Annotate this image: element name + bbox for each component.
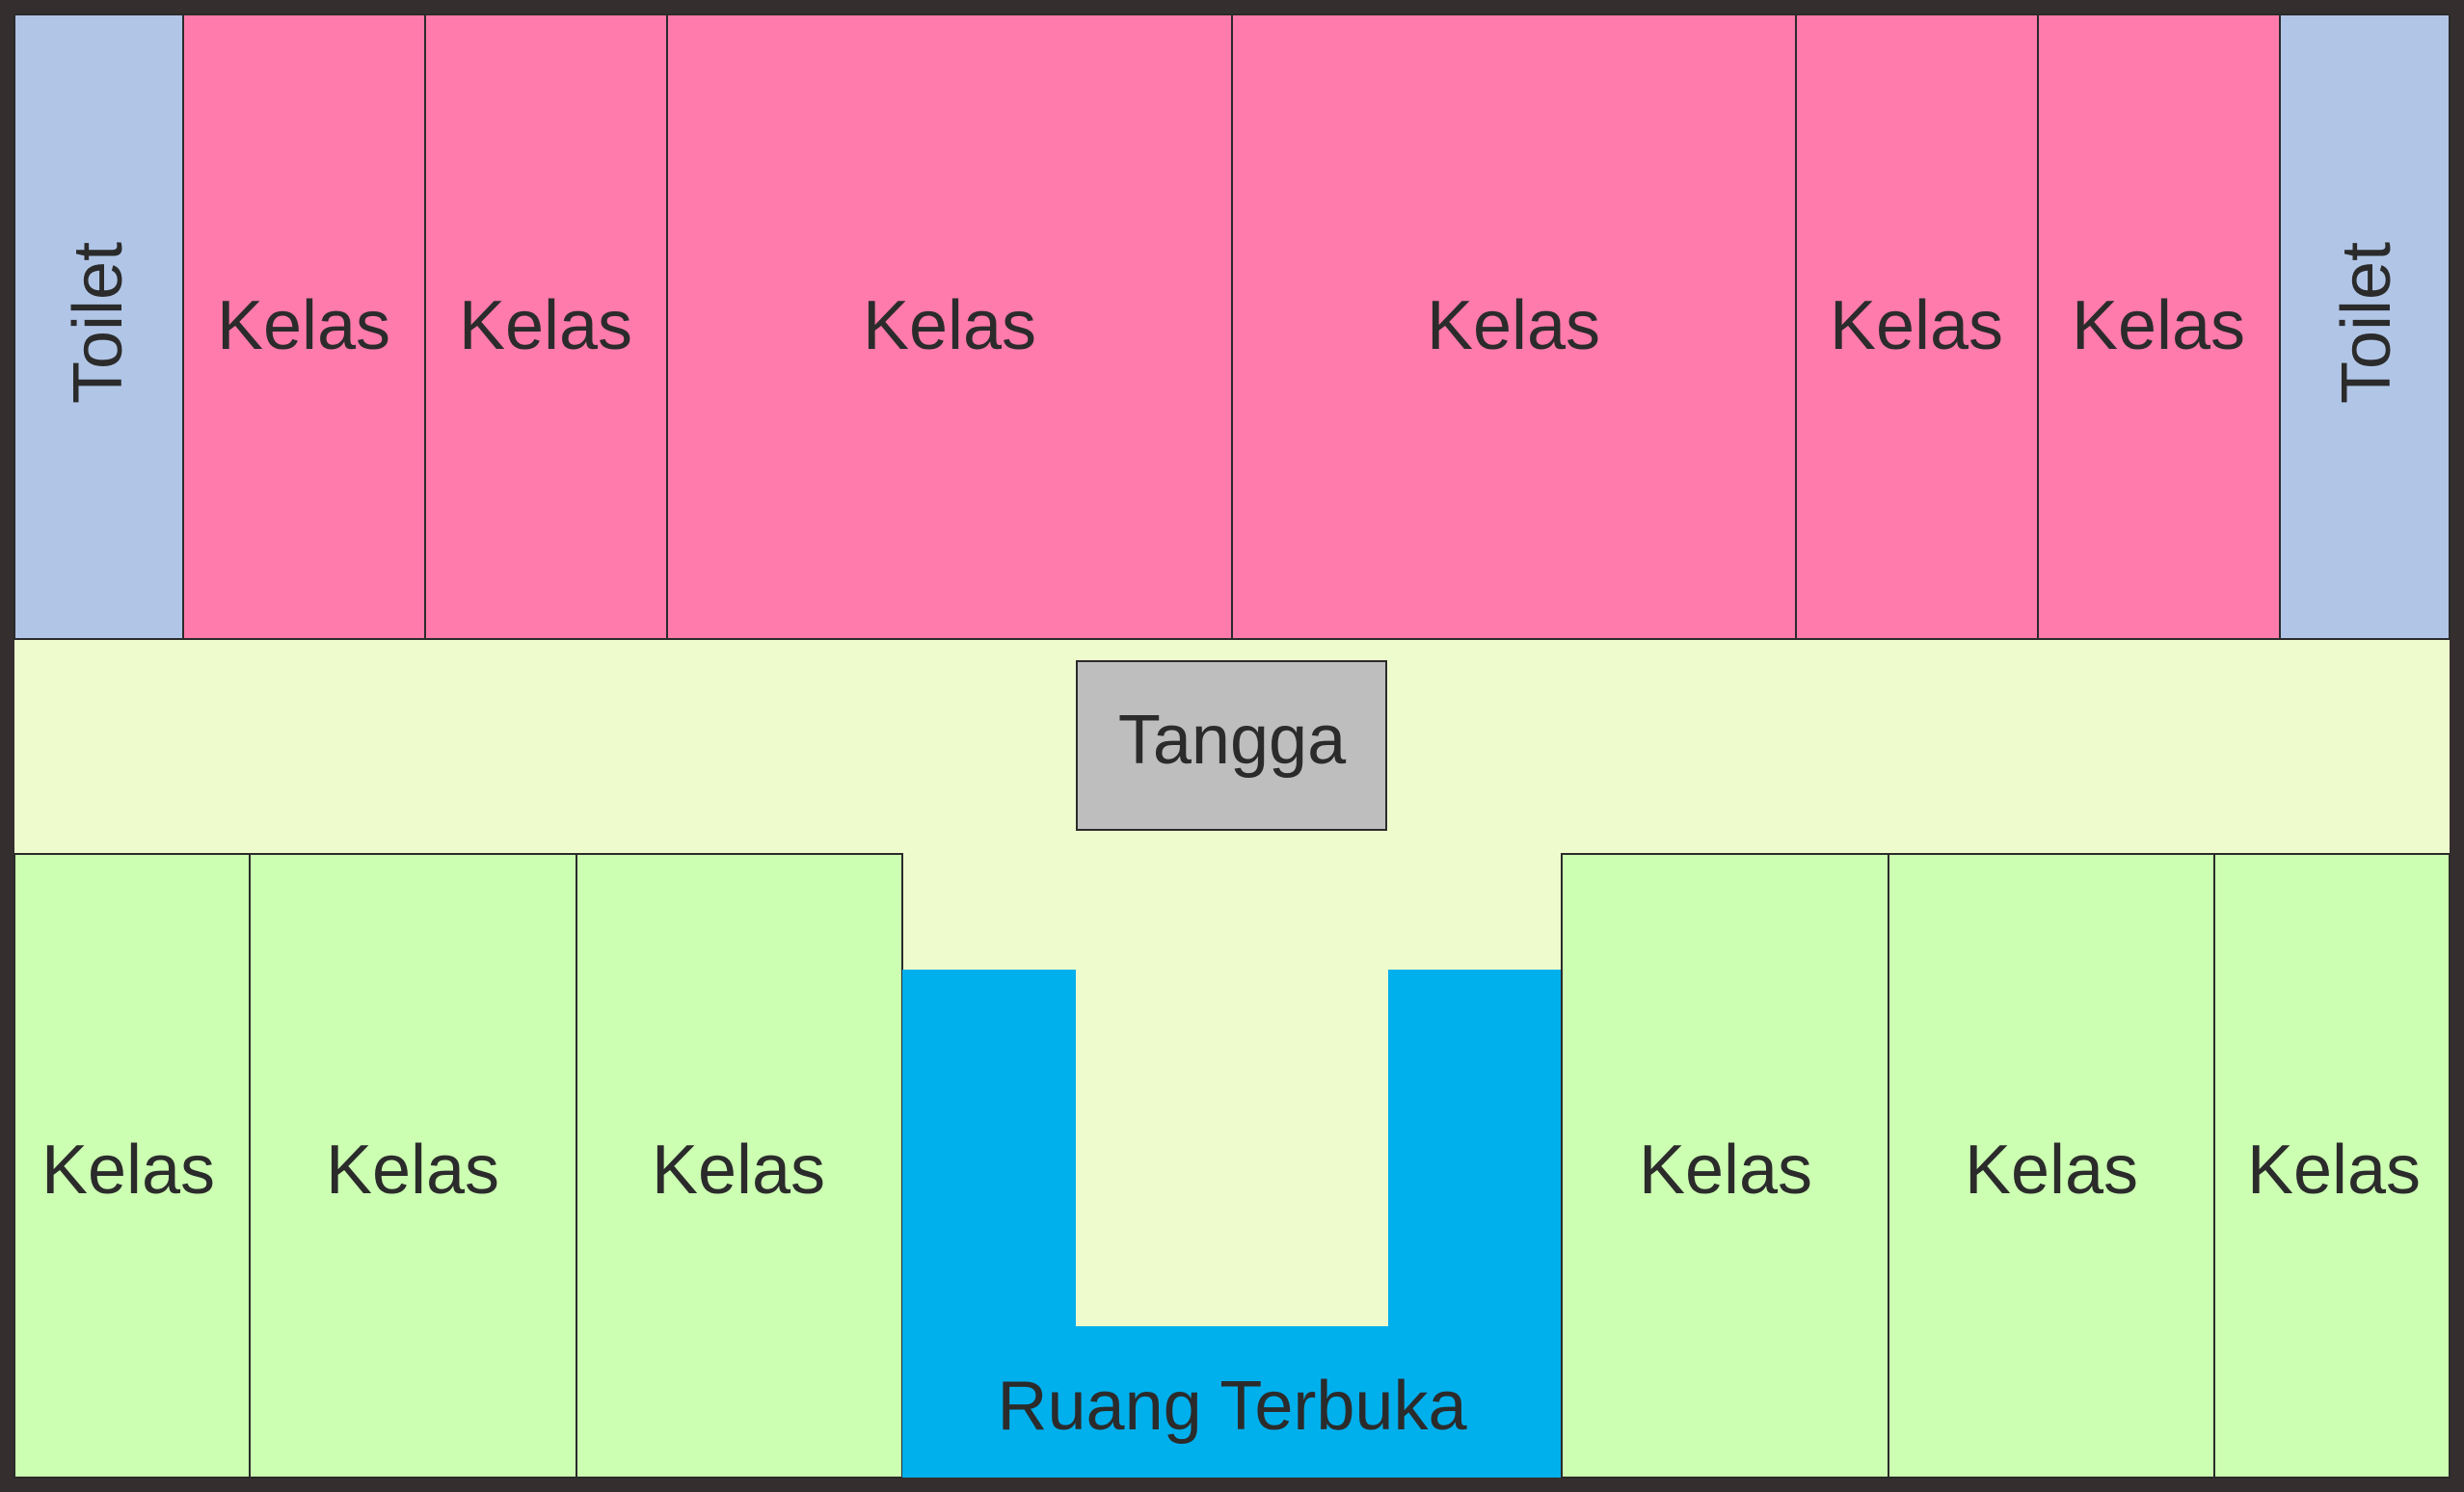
classroom-top-5: [1795, 13, 2039, 640]
classroom-top-3-label: Kelas: [863, 287, 1036, 364]
classroom-bottom-2-label: Kelas: [326, 1132, 499, 1209]
classroom-bottom-1-label: Kelas: [41, 1132, 215, 1209]
classroom-top-6-label: Kelas: [2072, 287, 2245, 364]
classroom-bottom-6-label: Kelas: [2247, 1132, 2421, 1209]
classroom-top-3: [666, 13, 1233, 640]
classroom-bottom-4: [1561, 853, 1889, 1479]
classroom-top-6: [2037, 13, 2281, 640]
classroom-bottom-2: [249, 853, 577, 1479]
classroom-top-2-label: Kelas: [459, 287, 632, 364]
classroom-bottom-1: [13, 853, 251, 1479]
classroom-bottom-5-label: Kelas: [1965, 1132, 2138, 1209]
open-space-label: Ruang Terbuka: [997, 1368, 1467, 1445]
classroom-top-4: [1231, 13, 1797, 640]
toilet-left: [13, 13, 184, 640]
classroom-bottom-4-label: Kelas: [1639, 1132, 1812, 1209]
stair-block: [1076, 660, 1387, 831]
stair-label: Tangga: [1118, 702, 1347, 779]
classroom-top-2: [424, 13, 668, 640]
toilet-left-label: Toilet: [60, 242, 137, 404]
classroom-top-5-label: Kelas: [1830, 287, 2003, 364]
classroom-bottom-5: [1888, 853, 2215, 1479]
classroom-bottom-6: [2213, 853, 2451, 1479]
toilet-right: [2279, 13, 2451, 640]
classroom-bottom-3: [576, 853, 903, 1479]
classroom-top-4-label: Kelas: [1427, 287, 1600, 364]
toilet-right-label: Toilet: [2328, 242, 2405, 404]
classroom-top-1-label: Kelas: [217, 287, 390, 364]
open-space: [902, 970, 1562, 1478]
classroom-bottom-3-label: Kelas: [652, 1132, 825, 1209]
